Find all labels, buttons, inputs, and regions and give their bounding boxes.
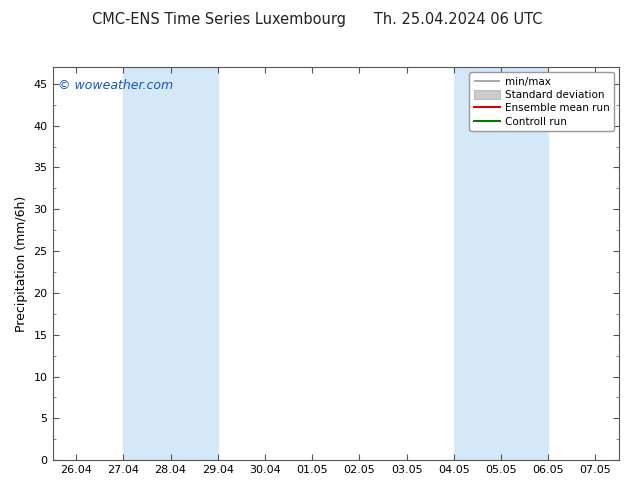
Bar: [124, 67, 217, 460]
Bar: [454, 67, 548, 460]
Legend: min/max, Standard deviation, Ensemble mean run, Controll run: min/max, Standard deviation, Ensemble me…: [469, 72, 614, 131]
Text: © woweather.com: © woweather.com: [58, 79, 173, 92]
Y-axis label: Precipitation (mm/6h): Precipitation (mm/6h): [15, 196, 28, 332]
Text: CMC-ENS Time Series Luxembourg      Th. 25.04.2024 06 UTC: CMC-ENS Time Series Luxembourg Th. 25.04…: [92, 12, 542, 27]
